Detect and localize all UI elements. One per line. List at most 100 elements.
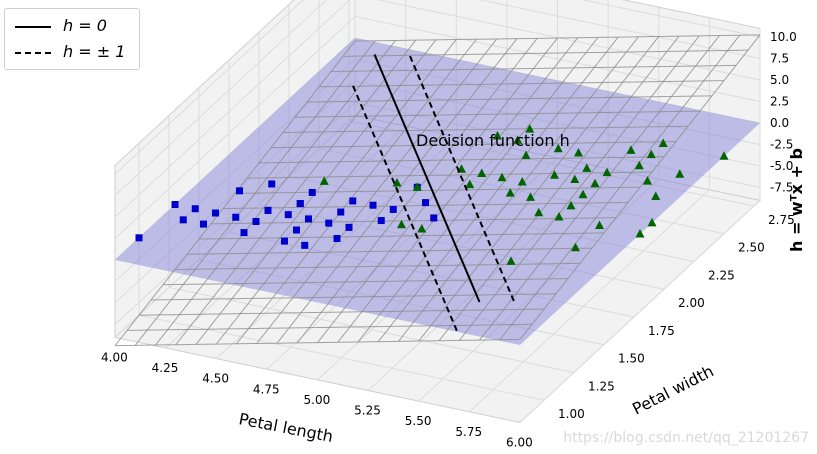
triangle-point: [477, 168, 487, 178]
triangle-point: [392, 178, 402, 187]
triangle-point: [521, 150, 531, 160]
triangle-point: [506, 256, 516, 265]
triangle-point: [493, 131, 502, 140]
axis-ticks: 4.00 4.25 4.50 4.75 5.00 5.25 5.50 5.75 6.00 1.00…: [101, 30, 797, 449]
margin-line: [352, 85, 459, 334]
surface-line-y: [234, 186, 641, 194]
decision-boundary-line: [373, 54, 481, 303]
x-axis-label: Petal length: [237, 409, 334, 446]
triangle-point: [417, 224, 427, 233]
watermark: https://blog.csdn.net/qq_21201267: [563, 430, 809, 446]
triangle-point: [505, 188, 515, 197]
square-point: [293, 226, 300, 234]
triangle-point: [513, 135, 523, 144]
square-point: [200, 220, 207, 228]
triangle-point: [517, 177, 527, 186]
triangle-point: [566, 200, 576, 210]
triangle-point: [397, 219, 406, 229]
z-gridline: [114, 15, 761, 239]
y-tick-label: 2.50: [738, 241, 765, 255]
x-tick-label: 4.00: [101, 350, 128, 364]
z-tick-label: 10.0: [770, 30, 797, 44]
y-axis-label: Petal width: [629, 361, 717, 418]
z-tick-label: 5.0: [770, 73, 789, 87]
y-gridline: [198, 87, 605, 346]
square-point: [349, 197, 357, 205]
y-tick-label: 1.50: [618, 352, 645, 366]
x-tick-label: 5.25: [354, 404, 381, 418]
triangle-point: [526, 192, 535, 201]
surface-line-y: [270, 141, 677, 149]
surface-line-y: [294, 110, 701, 118]
z-gridline: [114, 0, 761, 175]
square-point: [281, 237, 288, 245]
x-gridline: [266, 0, 508, 370]
triangle-point: [651, 191, 661, 200]
x-tick-label: 4.75: [253, 382, 280, 396]
surface-line-y: [282, 125, 689, 133]
z-tick-label: -7.5: [770, 181, 793, 195]
legend-label: h = 0: [63, 16, 107, 35]
x-gridline: [469, 17, 710, 413]
x-gridline: [519, 28, 761, 423]
triangle-point: [647, 217, 657, 227]
triangle-point: [553, 143, 563, 153]
y-gridline: [348, 0, 755, 207]
triangle-point: [658, 138, 668, 148]
z-tick-label: -2.5: [770, 138, 793, 152]
z-axis-label: h = wᵀx + b: [787, 148, 806, 252]
chart-title: Decision function h: [416, 131, 570, 150]
y-tick-label: 1.75: [648, 324, 675, 338]
surface-line-y: [186, 247, 593, 255]
square-point: [236, 187, 243, 195]
y-tick-label: 1.00: [558, 407, 585, 421]
surface-line-y: [138, 308, 545, 316]
square-point: [212, 209, 219, 217]
legend-label: h = ± 1: [63, 42, 126, 61]
square-point: [232, 213, 240, 221]
square-point: [191, 205, 199, 213]
legend-solid-line: [15, 26, 51, 28]
square-point: [337, 208, 345, 216]
triangle-point: [412, 182, 422, 191]
triangle-point: [319, 176, 329, 185]
triangle-point: [646, 149, 656, 159]
square-point: [369, 201, 377, 209]
z-gridline: [114, 0, 761, 196]
square-point: [179, 216, 187, 224]
legend: h = 0 h = ± 1: [4, 8, 140, 70]
x-gridline: [215, 0, 457, 360]
surface-line-y: [198, 232, 605, 240]
triangle-point: [465, 179, 475, 189]
y-tick-label: 2.75: [768, 213, 795, 227]
square-point: [296, 200, 304, 208]
y-gridline: [258, 32, 665, 290]
square-point: [325, 219, 333, 227]
y-tick-label: 2.25: [708, 268, 735, 282]
surface-line-y: [162, 278, 569, 286]
triangle-point: [635, 229, 645, 238]
x-tick-label: 4.50: [202, 372, 229, 386]
square-point: [389, 205, 397, 213]
surface-line-y: [126, 323, 533, 331]
square-point: [268, 180, 276, 188]
square-point: [422, 199, 429, 207]
surface-line-y: [150, 293, 557, 301]
z-gridline: [114, 80, 761, 304]
triangle-point: [602, 167, 612, 177]
surface-line-y: [342, 49, 749, 57]
x-gridline: [367, 0, 609, 391]
y-tick-label: 1.25: [588, 379, 615, 393]
square-point: [305, 215, 312, 223]
z-tick-label: 0.0: [770, 116, 789, 130]
legend-dashed-line: [15, 52, 51, 54]
margin-line: [409, 55, 516, 305]
triangle-point: [554, 212, 564, 221]
square-point: [284, 211, 292, 219]
y-gridline: [168, 115, 575, 373]
triangle-point: [590, 178, 600, 188]
triangle-point: [550, 170, 559, 179]
surface-line-y: [306, 95, 713, 103]
triangle-point: [719, 151, 729, 160]
data-points: [135, 124, 729, 265]
